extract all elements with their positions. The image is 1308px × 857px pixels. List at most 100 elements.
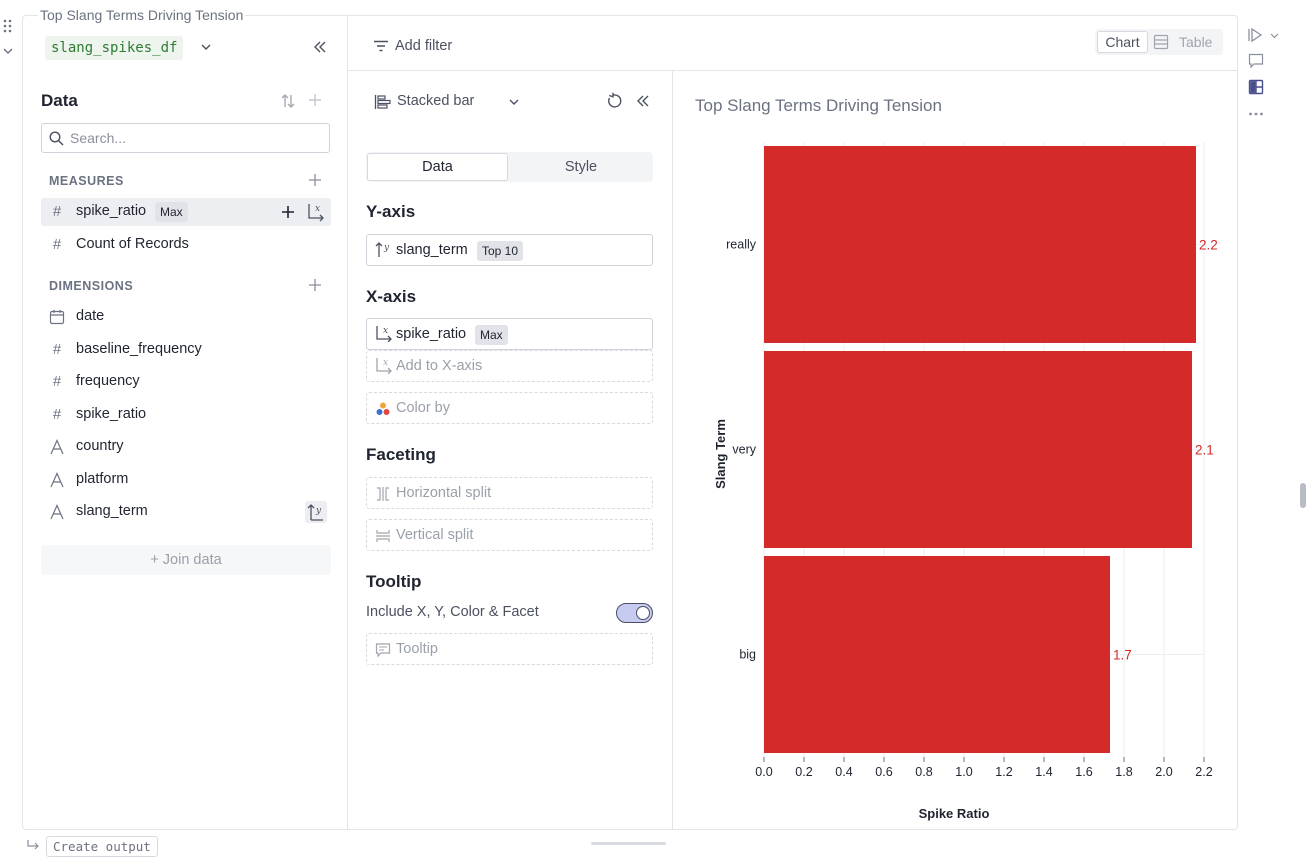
create-output-button[interactable]: Create output (46, 836, 158, 857)
collapse-panel-icon[interactable] (634, 92, 652, 110)
hash-icon: # (52, 341, 62, 358)
tooltip-slot[interactable]: Tooltip (366, 633, 653, 665)
measure-row-count[interactable]: # Count of Records (41, 231, 331, 259)
add-measure-icon[interactable] (308, 173, 322, 187)
x-tick-label: 2.2 (1195, 765, 1212, 779)
filter-bar: Add filter Chart Table (348, 16, 1237, 71)
more-icon[interactable] (1248, 110, 1264, 118)
data-label: 2.2 (1199, 238, 1218, 253)
chevron-down-icon[interactable] (199, 40, 213, 54)
add-field-icon[interactable] (277, 201, 299, 223)
x-tick-label: 0.8 (915, 765, 932, 779)
x-tick-label: 0.4 (835, 765, 852, 779)
sort-icon[interactable] (279, 92, 297, 110)
svg-text:x: x (383, 326, 388, 336)
x-axis-icon: x (375, 358, 392, 375)
data-label: 1.7 (1113, 648, 1132, 663)
y-axis-icon: y (375, 242, 391, 259)
field-label: platform (76, 471, 129, 487)
dimensions-label: DIMENSIONS (49, 279, 134, 293)
y-tick-label: really (726, 238, 757, 252)
tooltip-include-toggle[interactable] (616, 603, 653, 623)
dimension-row-baseline-frequency[interactable]: # baseline_frequency (41, 336, 331, 364)
faceting-heading: Faceting (366, 445, 436, 464)
svg-text:x: x (315, 204, 320, 214)
text-icon (49, 504, 65, 520)
dimension-row-date[interactable]: date (41, 303, 331, 331)
dimension-row-spike-ratio[interactable]: # spike_ratio (41, 401, 331, 429)
add-filter-button[interactable]: Add filter (395, 38, 453, 54)
run-icon[interactable] (1247, 27, 1263, 43)
add-dimension-icon[interactable] (308, 278, 322, 292)
x-axis-icon[interactable]: x (305, 201, 327, 223)
cell-title: Top Slang Terms Driving Tension (38, 7, 246, 23)
chart-type-selector[interactable]: Stacked bar (397, 93, 475, 109)
hash-icon: # (52, 203, 62, 220)
dimension-row-country[interactable]: country (41, 433, 331, 461)
plus-icon[interactable] (307, 92, 323, 108)
color-by-label: Color by (396, 400, 450, 416)
horizontal-split-slot[interactable]: Horizontal split (366, 477, 653, 509)
svg-text:x: x (383, 358, 388, 368)
measure-row-spike-ratio[interactable]: # spike_ratio Max x (41, 198, 331, 226)
tooltip-label: Tooltip (396, 641, 438, 657)
bar-chart-icon[interactable] (374, 94, 392, 110)
hash-icon: # (52, 373, 62, 390)
field-label: spike_ratio (76, 406, 147, 422)
scrollbar-thumb[interactable] (1300, 483, 1306, 508)
x-axis-heading: X-axis (366, 287, 417, 306)
filter-icon[interactable] (373, 40, 389, 52)
join-data-button[interactable]: + Join data (41, 545, 331, 575)
tooltip-heading: Tooltip (366, 572, 422, 591)
collapse-panel-icon[interactable] (311, 38, 329, 56)
x-tick-label: 2.0 (1155, 765, 1172, 779)
tab-style[interactable]: Style (564, 159, 598, 175)
x-axis-field: spike_ratio (396, 326, 467, 342)
config-tabs: Data Style (366, 152, 653, 182)
dimension-row-slang-term[interactable]: slang_term y (41, 498, 331, 526)
tab-table[interactable]: Table (1179, 34, 1213, 50)
y-axis-field: slang_term (396, 242, 468, 258)
search-box (41, 123, 330, 153)
tab-data[interactable]: Data (367, 153, 508, 181)
data-label: 2.1 (1195, 443, 1214, 458)
y-tick-label: very (732, 443, 756, 457)
y-axis-title: Slang Term (713, 419, 728, 489)
dimension-row-frequency[interactable]: # frequency (41, 368, 331, 396)
vertical-split-slot[interactable]: Vertical split (366, 519, 653, 551)
view-toggle: Chart Table (1095, 29, 1223, 55)
y-axis-slot[interactable]: y slang_term Top 10 (366, 234, 653, 266)
comment-icon[interactable] (1248, 53, 1264, 69)
reset-icon[interactable] (605, 92, 623, 110)
bar (764, 556, 1110, 753)
svg-text:y: y (383, 243, 390, 253)
vertical-split-label: Vertical split (396, 527, 474, 543)
chevron-down-icon[interactable] (508, 96, 520, 108)
drag-handle-icon[interactable] (2, 18, 14, 34)
y-axis-icon[interactable]: y (305, 501, 327, 523)
field-label: baseline_frequency (76, 341, 202, 357)
x-axis-icon: x (375, 326, 392, 343)
field-label: country (76, 438, 124, 454)
search-input[interactable] (70, 128, 320, 148)
field-label: frequency (76, 373, 140, 389)
data-panel: slang_spikes_df Data MEASURES # spike_ra… (23, 16, 348, 829)
chart-cell: slang_spikes_df Data MEASURES # spike_ra… (22, 15, 1238, 830)
color-by-slot[interactable]: Color by (366, 392, 653, 424)
aggregation-badge: Max (475, 325, 508, 345)
chevron-down-icon[interactable] (1270, 31, 1279, 40)
layout-icon[interactable] (1248, 79, 1264, 95)
collapse-cell-chevron-icon[interactable] (2, 44, 14, 58)
tab-chart[interactable]: Chart (1097, 31, 1148, 53)
x-tick-label: 1.6 (1075, 765, 1092, 779)
vertical-split-icon (375, 528, 391, 544)
x-axis-slot[interactable]: x spike_ratio Max (366, 318, 653, 350)
x-axis-title: Spike Ratio (919, 806, 990, 821)
table-icon[interactable] (1153, 34, 1169, 50)
add-x-axis-slot[interactable]: x Add to X-axis (366, 350, 653, 382)
dimension-row-platform[interactable]: platform (41, 466, 331, 494)
dataframe-selector[interactable]: slang_spikes_df (45, 36, 184, 60)
resize-handle[interactable] (591, 842, 666, 845)
output-arrow-icon (26, 839, 40, 851)
measures-label: MEASURES (49, 174, 124, 188)
